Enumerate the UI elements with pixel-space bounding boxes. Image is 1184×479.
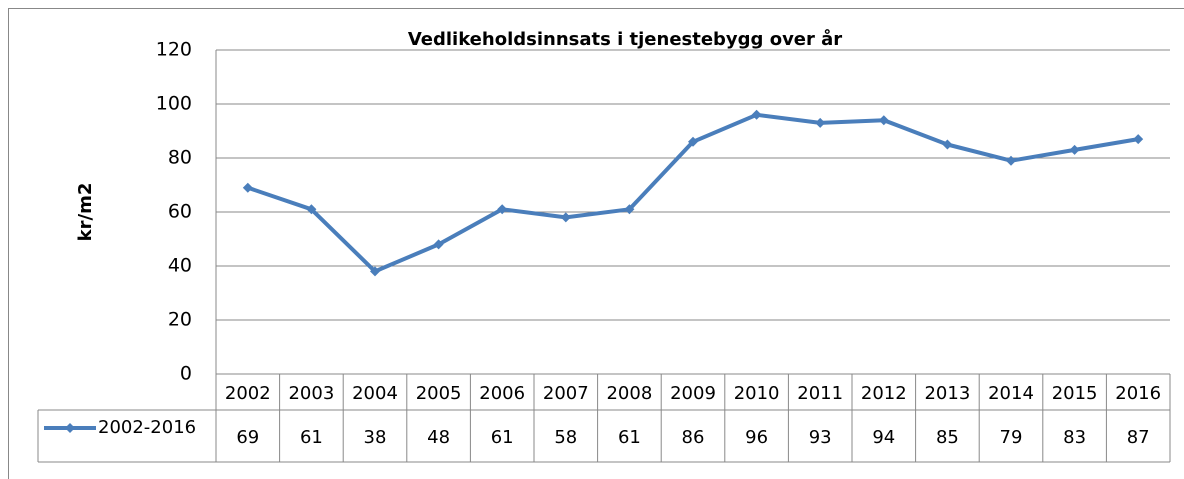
x-tick-label: 2016 bbox=[1115, 383, 1161, 404]
point-marker bbox=[306, 204, 317, 215]
x-tick-label: 2010 bbox=[734, 383, 780, 404]
chart-title: Vedlikeholdsinnsats i tjenestebygg over … bbox=[408, 28, 842, 50]
point-marker bbox=[370, 266, 380, 277]
table-value: 69 bbox=[236, 427, 259, 448]
point-marker bbox=[751, 109, 762, 120]
point-marker bbox=[815, 117, 826, 128]
x-tick-label: 2014 bbox=[988, 383, 1034, 404]
table-value: 58 bbox=[554, 427, 577, 448]
table-value: 96 bbox=[745, 427, 768, 448]
x-tick-label: 2002 bbox=[225, 383, 271, 404]
table-value: 83 bbox=[1063, 427, 1086, 448]
point-marker bbox=[1133, 134, 1144, 145]
point-marker bbox=[433, 239, 444, 250]
table-value: 61 bbox=[618, 427, 641, 448]
point-marker bbox=[942, 139, 953, 150]
legend-label: 2002-2016 bbox=[98, 417, 196, 438]
legend-marker bbox=[65, 423, 75, 433]
x-tick-label: 2006 bbox=[479, 383, 525, 404]
point-marker bbox=[624, 204, 635, 215]
table-value: 94 bbox=[872, 427, 895, 448]
table-value: 93 bbox=[809, 427, 832, 448]
point-marker bbox=[878, 115, 889, 126]
point-marker bbox=[242, 182, 253, 193]
table-value: 85 bbox=[936, 427, 959, 448]
table-value: 61 bbox=[300, 427, 323, 448]
point-marker bbox=[688, 136, 698, 147]
point-marker bbox=[560, 212, 571, 223]
x-tick-label: 2011 bbox=[797, 383, 843, 404]
point-marker bbox=[1069, 144, 1080, 155]
x-tick-label: 2015 bbox=[1052, 383, 1098, 404]
table-value: 38 bbox=[364, 427, 387, 448]
y-tick-label: 20 bbox=[168, 309, 192, 331]
table-value: 86 bbox=[682, 427, 705, 448]
point-marker bbox=[1006, 155, 1016, 166]
y-axis-label: kr/m2 bbox=[75, 183, 96, 242]
x-tick-label: 2003 bbox=[288, 383, 334, 404]
x-tick-label: 2007 bbox=[543, 383, 589, 404]
y-tick-label: 60 bbox=[168, 201, 192, 223]
y-tick-label: 0 bbox=[180, 363, 192, 385]
y-tick-label: 120 bbox=[156, 39, 192, 61]
table-value: 48 bbox=[427, 427, 450, 448]
x-tick-label: 2013 bbox=[924, 383, 970, 404]
table-value: 87 bbox=[1127, 427, 1150, 448]
x-tick-label: 2005 bbox=[416, 383, 462, 404]
y-tick-label: 40 bbox=[168, 255, 192, 277]
chart-border bbox=[8, 8, 1184, 479]
table-value: 79 bbox=[1000, 427, 1023, 448]
x-tick-label: 2004 bbox=[352, 383, 398, 404]
point-marker bbox=[497, 204, 508, 215]
x-tick-label: 2008 bbox=[606, 383, 652, 404]
y-tick-label: 100 bbox=[156, 93, 192, 115]
x-tick-label: 2012 bbox=[861, 383, 907, 404]
y-tick-label: 80 bbox=[168, 147, 192, 169]
x-tick-label: 2009 bbox=[670, 383, 716, 404]
table-value: 61 bbox=[491, 427, 514, 448]
